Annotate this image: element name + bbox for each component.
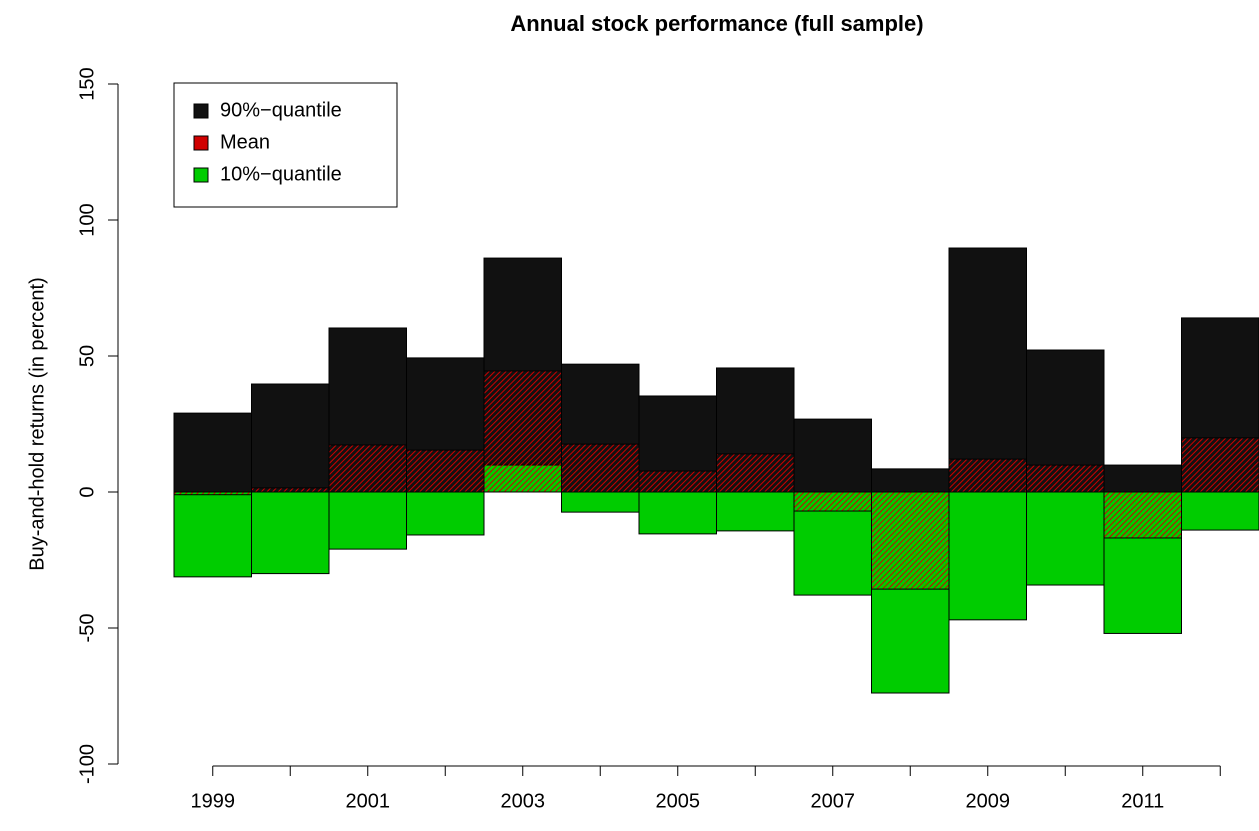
bar [794,492,872,511]
y-axis-label: Buy-and-hold returns (in percent) [26,277,48,570]
bar [562,492,640,512]
bar [329,492,407,549]
bar [794,419,872,492]
y-tick-label: -50 [76,614,98,643]
y-tick-label: 150 [76,67,98,100]
bar [329,445,407,492]
bar [949,248,1027,492]
bar [1104,465,1182,492]
y-tick-label: -100 [76,744,98,784]
x-tick-label: 2005 [656,790,701,812]
bar [1027,465,1105,492]
y-tick-label: 50 [76,345,98,367]
bar [484,371,562,492]
x-tick-label: 1999 [191,790,236,812]
bar [562,444,640,492]
legend-label: 90%−quantile [220,99,342,121]
bar [1182,438,1259,492]
legend-label: Mean [220,131,270,153]
bar [407,450,485,492]
bar [717,492,795,531]
bar [872,492,950,589]
legend-swatch [194,168,208,182]
bar [1182,492,1259,530]
bar [174,492,252,495]
bar [1104,492,1182,538]
chart-title: Annual stock performance (full sample) [510,11,923,36]
bar [407,492,485,535]
bar [639,471,717,492]
bar [174,492,252,577]
x-tick-label: 2011 [1121,790,1164,812]
bar [949,459,1027,492]
y-tick-label: 100 [76,203,98,236]
bar [872,469,950,492]
bar [252,492,330,574]
bar [639,492,717,534]
x-tick-label: 2007 [811,790,856,812]
legend-swatch [194,136,208,150]
bar [252,488,330,492]
bar [717,454,795,492]
x-tick-label: 2001 [346,790,391,812]
legend-swatch [194,104,208,118]
bar [1027,492,1105,585]
y-tick-label: 0 [76,486,98,497]
x-tick-label: 2003 [501,790,546,812]
legend-label: 10%−quantile [220,163,342,185]
x-tick-label: 2009 [966,790,1011,812]
bar [252,384,330,492]
bar [174,413,252,492]
bar [949,492,1027,620]
